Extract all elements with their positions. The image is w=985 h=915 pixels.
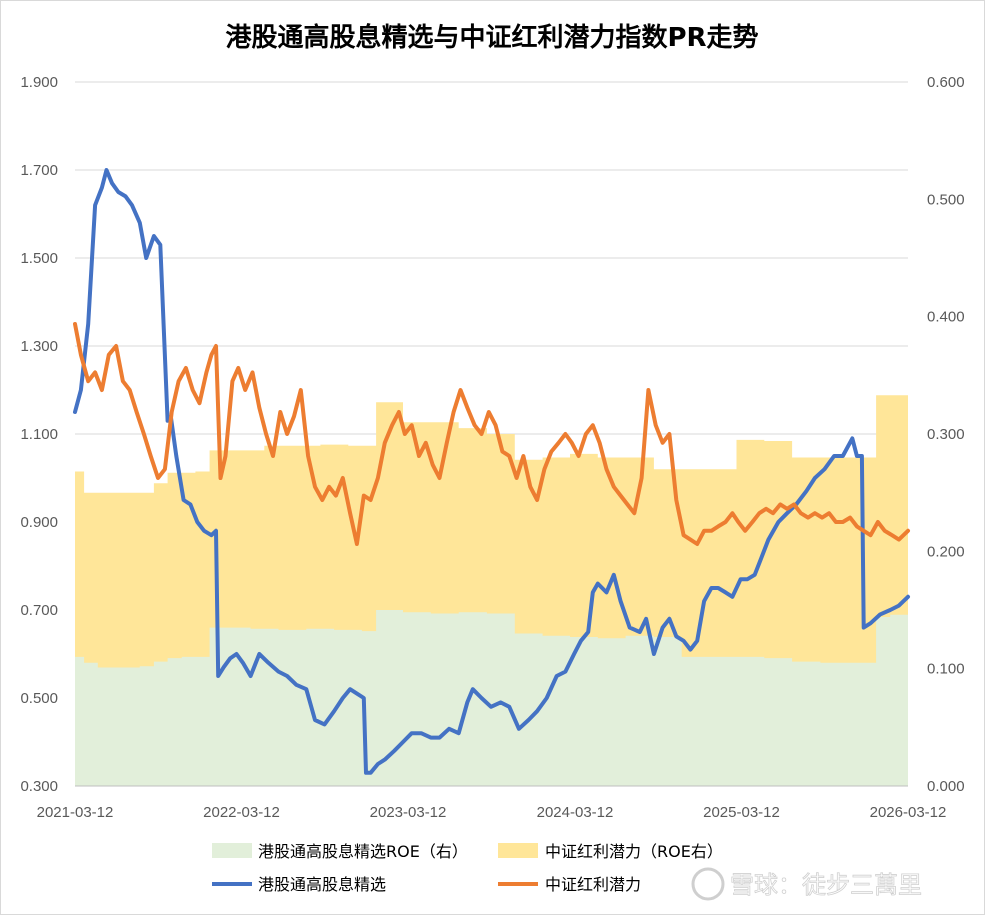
legend-label-csi-dividend: 中证红利潜力 (545, 875, 641, 894)
y-right-tick-label: 0.300 (927, 426, 965, 443)
y-left-tick-label: 1.700 (20, 162, 58, 179)
watermark: 雪球：徒步三萬里 (691, 867, 922, 901)
x-tick-label: 2021-03-12 (37, 804, 114, 821)
y-right-tick-label: 0.500 (927, 191, 965, 208)
watermark-logo-icon (691, 867, 725, 901)
legend-label-hk-dividend: 港股通高股息精选 (258, 875, 386, 894)
line-hk-dividend (73, 168, 910, 775)
y-left-tick-labels: 0.300 0.500 0.700 0.900 1.100 1.300 1.500 1.700… (20, 74, 58, 795)
y-left-tick-label: 1.900 (20, 74, 58, 91)
y-left-tick-label: 1.500 (20, 250, 58, 267)
chart-title: 港股通高股息精选与中证红利潜力指数PR走势 (225, 22, 758, 53)
legend: 港股通高股息精选ROE（右） 中证红利潜力（ROE右） 港股通高股息精选 中证红… (212, 842, 723, 894)
y-left-tick-label: 0.300 (20, 778, 58, 795)
y-right-tick-label: 0.200 (927, 543, 965, 560)
x-tick-label: 2023-03-12 (370, 804, 447, 821)
y-right-tick-label: 0.400 (927, 309, 965, 326)
legend-label-roe-csi: 中证红利潜力（ROE右） (545, 842, 723, 861)
y-right-tick-label: 0.600 (927, 74, 965, 91)
y-left-tick-label: 0.500 (20, 690, 58, 707)
legend-swatch-roe-csi (498, 843, 538, 858)
x-tick-label: 2022-03-12 (203, 804, 280, 821)
y-left-tick-label: 0.900 (20, 514, 58, 531)
x-tick-label: 2024-03-12 (537, 804, 614, 821)
x-tick-label: 2025-03-12 (703, 804, 780, 821)
legend-label-roe-hk: 港股通高股息精选ROE（右） (258, 842, 468, 861)
y-right-tick-labels: 0.000 0.100 0.200 0.300 0.400 0.500 0.600 (927, 74, 965, 795)
y-left-tick-label: 0.700 (20, 602, 58, 619)
y-right-tick-label: 0.000 (927, 778, 965, 795)
x-tick-labels: 2021-03-12 2022-03-12 2023-03-12 2024-03-12… (37, 804, 947, 821)
watermark-text: 雪球：徒步三萬里 (730, 871, 922, 899)
y-right-tick-label: 0.100 (927, 661, 965, 678)
line-csi-dividend (73, 322, 910, 546)
area-series (75, 395, 908, 786)
line-series (73, 168, 910, 775)
roe-area-hk (75, 610, 908, 786)
legend-swatch-roe-hk (212, 843, 252, 858)
x-tick-label: 2026-03-12 (870, 804, 947, 821)
y-left-tick-label: 1.100 (20, 426, 58, 443)
y-left-tick-label: 1.300 (20, 338, 58, 355)
